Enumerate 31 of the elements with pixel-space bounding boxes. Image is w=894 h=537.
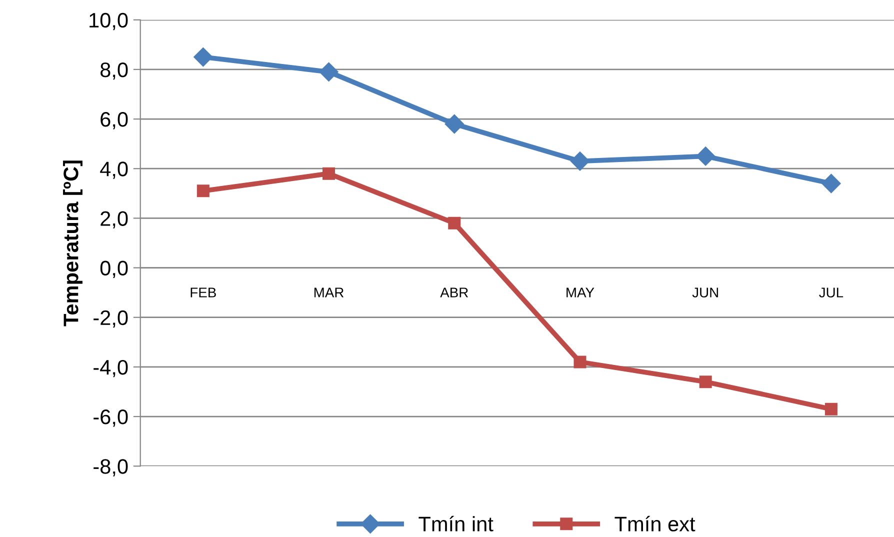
point [696,146,716,166]
legend-label: Tmín ext [614,516,696,532]
y-tick-label: -6,0 [94,410,128,427]
y-tick-label: 10,0 [90,12,128,30]
y-tick-label: -2,0 [94,310,128,328]
point [822,174,841,194]
y-axis-title: Temperatura [ºC] [63,160,82,326]
point [699,376,712,388]
x-tick-label: ABR [440,288,468,298]
y-tick-label: 8,0 [100,62,128,80]
y-tick-label: 4,0 [100,162,128,179]
legend-label: Tmín int [418,516,494,532]
x-tick-label: JUN [692,288,718,298]
point [824,402,838,416]
y-tick-label: -8,0 [94,459,128,476]
y-tick-label: 0,0 [100,260,128,278]
y-tick-label: -4,0 [94,360,128,378]
y-tick-label: 2,0 [100,211,128,228]
x-tick-label: FEB [190,288,216,298]
point [319,62,338,82]
point [194,48,213,67]
point [444,114,464,134]
point [322,167,336,180]
point [196,184,210,198]
y-tick-label: 6,0 [100,112,128,130]
point [574,356,586,368]
x-tick-label: MAR [314,288,344,298]
point [570,152,590,171]
x-tick-label: MAY [566,288,594,298]
point [448,216,461,230]
x-tick-label: JUL [819,288,844,298]
